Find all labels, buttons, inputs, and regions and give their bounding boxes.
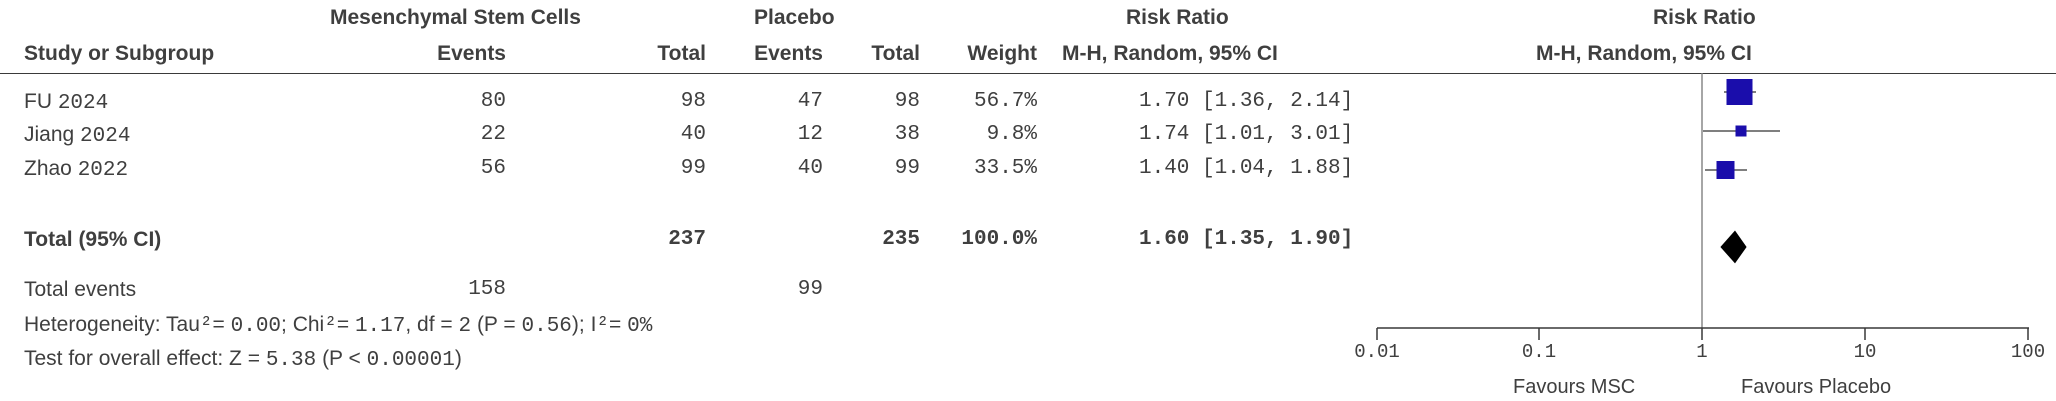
svg-text:1: 1 xyxy=(1696,341,1707,363)
svg-text:Favours MSC: Favours MSC xyxy=(1513,376,1635,398)
svg-text:0.01: 0.01 xyxy=(1354,341,1400,363)
svg-text:100: 100 xyxy=(2011,341,2045,363)
svg-text:0.1: 0.1 xyxy=(1522,341,1556,363)
svg-text:Favours Placebo: Favours Placebo xyxy=(1741,376,1891,398)
svg-text:10: 10 xyxy=(1854,341,1877,363)
